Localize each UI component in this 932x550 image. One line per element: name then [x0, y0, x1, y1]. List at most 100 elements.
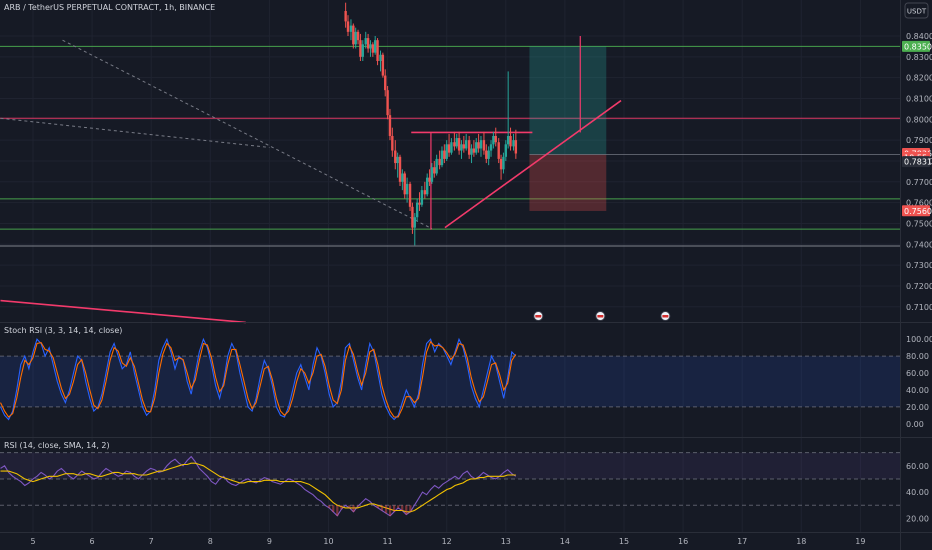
price-tick-label: 0.7600 — [906, 199, 932, 208]
price-tick-label: 0.8300 — [906, 53, 932, 62]
candle-body — [492, 135, 495, 145]
time-tick-label: 13 — [501, 537, 511, 546]
indicator-series-line — [0, 337, 517, 421]
position-profit-zone[interactable] — [529, 46, 607, 155]
candlestick-series — [344, 2, 518, 246]
price-tick-label: 0.7300 — [906, 261, 932, 270]
candle-body — [349, 25, 353, 32]
candle-body — [482, 140, 486, 151]
candle-body — [403, 173, 406, 195]
flag-stripe-icon — [535, 315, 542, 318]
candle-body — [489, 144, 493, 151]
candle-body — [381, 54, 385, 76]
price-axis[interactable]: 0.8400 0.8300 0.8200 0.8100 0.8000 0.7900 0.78… — [902, 32, 932, 312]
time-tick-label: 17 — [737, 537, 747, 546]
candle-body — [462, 144, 466, 149]
indicator-tick-label: 20.00 — [906, 514, 929, 523]
candle-body — [398, 156, 402, 182]
price-tick-label: 0.7500 — [906, 219, 932, 228]
candle-body — [479, 140, 483, 149]
currency-button[interactable]: USDT — [904, 2, 929, 19]
indicator-tick-label: 0.00 — [906, 420, 924, 429]
indicator-tick-label: 60.00 — [906, 462, 929, 471]
position-stop-zone[interactable] — [529, 154, 607, 211]
grid-lines — [0, 0, 900, 532]
flag-stripe-icon — [662, 315, 669, 318]
candle-body — [485, 150, 488, 159]
candle-body — [477, 142, 480, 149]
candle-body — [386, 90, 389, 116]
candle-body — [440, 150, 444, 166]
price-label-text: 0.7560 — [904, 207, 932, 216]
stoch-axis[interactable]: 100.00 80.00 60.00 40.00 20.00 0.00 — [906, 335, 932, 429]
candle-body — [344, 11, 347, 22]
candle-body — [366, 38, 370, 49]
chart-title: ARB / TetherUS PERPETUAL CONTRACT, 1h, B… — [4, 3, 215, 12]
indicator-tick-label: 40.00 — [906, 488, 929, 497]
candle-body — [425, 177, 429, 195]
price-tick-label: 0.8200 — [906, 74, 932, 83]
candle-body — [418, 202, 421, 205]
candle-body — [371, 44, 375, 53]
candle-body — [376, 40, 379, 61]
horizontal-levels — [0, 45, 900, 247]
candle-body — [352, 25, 355, 45]
price-tick-label: 0.8400 — [906, 32, 932, 41]
candle-body — [494, 135, 497, 143]
time-tick-label: 12 — [442, 537, 452, 546]
candle-body — [415, 202, 419, 218]
candle-body — [457, 138, 461, 151]
rsi-axis[interactable]: 60.00 40.00 20.00 — [906, 462, 929, 524]
event-flags[interactable] — [533, 311, 671, 321]
candle-body — [420, 190, 424, 205]
candle-body — [384, 75, 387, 91]
candle-body — [408, 183, 412, 207]
time-tick-label: 10 — [323, 537, 333, 546]
candle-body — [428, 177, 431, 182]
candle-body — [506, 135, 510, 145]
candle-body — [364, 38, 367, 45]
candle-body — [411, 206, 414, 228]
indicator-series-line — [0, 340, 517, 418]
price-tick-label: 0.8100 — [906, 94, 932, 103]
candle-body — [445, 144, 448, 159]
trend-line[interactable] — [0, 299, 246, 324]
candle-body — [379, 54, 382, 61]
time-axis[interactable]: 5 6 7 8 9 10 11 12 13 14 15 16 17 18 19 — [30, 537, 865, 546]
candle-body — [388, 115, 392, 136]
stoch-rsi-pane[interactable] — [0, 337, 900, 421]
price-tick-label: 0.8000 — [906, 115, 932, 124]
candle-body — [460, 144, 463, 151]
rsi-pane[interactable] — [0, 452, 900, 517]
indicator-tick-label: 100.00 — [906, 335, 932, 344]
candle-body — [356, 31, 360, 41]
candle-body — [394, 150, 397, 164]
time-tick-label: 15 — [619, 537, 629, 546]
candle-body — [497, 142, 500, 159]
flag-stripe-icon — [597, 315, 604, 318]
candle-body — [475, 142, 478, 153]
price-tick-label: 0.7700 — [906, 178, 932, 187]
time-tick-label: 18 — [796, 537, 806, 546]
candle-body — [438, 158, 441, 166]
candle-body — [413, 217, 416, 228]
price-tick-label: 0.7900 — [906, 136, 932, 145]
candle-body — [401, 173, 404, 182]
trend-line[interactable] — [444, 99, 622, 229]
time-tick-label: 6 — [90, 537, 95, 546]
price-tick-label: 0.7400 — [906, 240, 932, 249]
time-tick-label: 11 — [383, 537, 393, 546]
candle-body — [465, 140, 468, 149]
candle-body — [369, 44, 372, 49]
price-tick-label: 0.7200 — [906, 282, 932, 291]
price-label-badge — [902, 40, 930, 52]
long-position-tool[interactable] — [529, 46, 900, 211]
candle-body — [354, 31, 357, 45]
price-pane[interactable] — [0, 2, 900, 324]
indicator-band-fill — [0, 452, 900, 479]
price-label-text: 0.7831 — [904, 158, 932, 167]
candle-body — [470, 148, 473, 155]
candle-body — [430, 167, 434, 182]
candle-body — [433, 167, 436, 174]
